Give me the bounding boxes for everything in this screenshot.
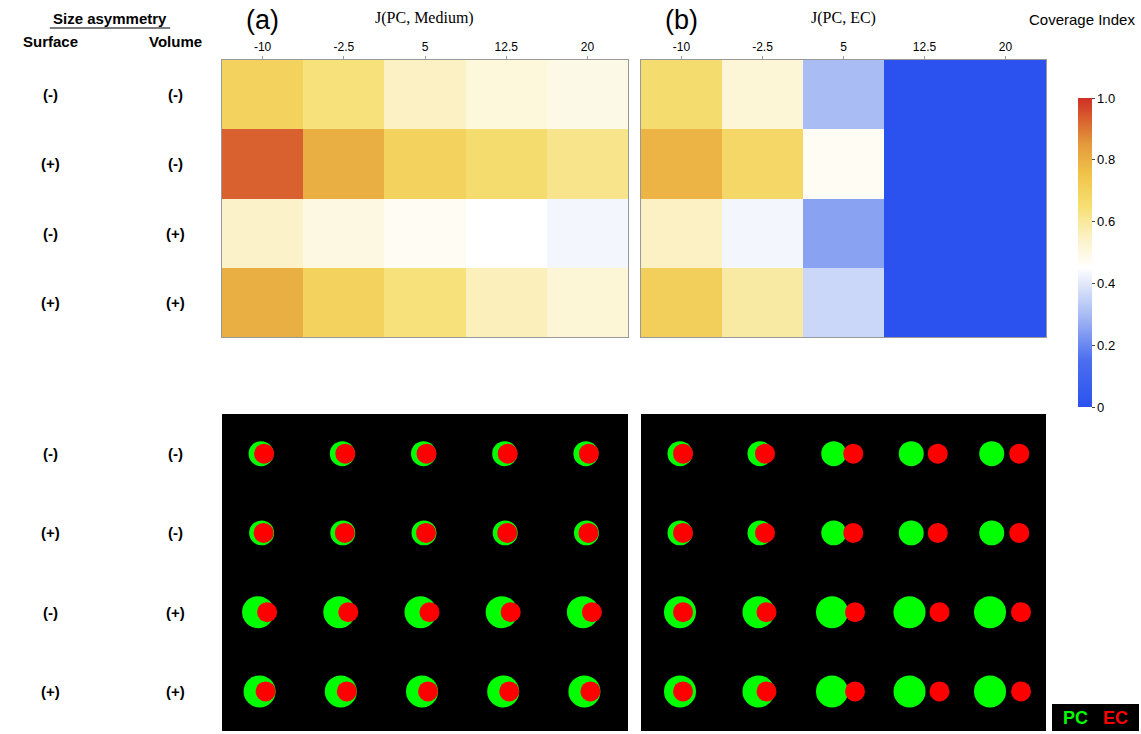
svg-text:12.5: 12.5 (913, 40, 937, 54)
svg-text:J(PC, EC): J(PC, EC) (811, 9, 876, 27)
svg-text:5: 5 (840, 40, 847, 54)
svg-text:J(PC, Medium): J(PC, Medium) (375, 9, 474, 27)
svg-text:(-): (-) (43, 86, 58, 103)
svg-text:(+): (+) (41, 155, 60, 172)
svg-text:0.8: 0.8 (1097, 152, 1115, 167)
svg-text:EC: EC (1103, 708, 1128, 728)
svg-text:Coverage Index: Coverage Index (1029, 11, 1135, 28)
svg-text:(-): (-) (43, 445, 58, 462)
svg-text:0.4: 0.4 (1097, 276, 1115, 291)
svg-text:(-): (-) (43, 604, 58, 621)
svg-text:(-): (-) (168, 155, 183, 172)
svg-text:(+): (+) (166, 225, 185, 242)
svg-text:(+): (+) (166, 604, 185, 621)
svg-text:20: 20 (581, 40, 595, 54)
svg-text:(+): (+) (166, 294, 185, 311)
svg-text:-2.5: -2.5 (752, 40, 773, 54)
svg-text:12.5: 12.5 (495, 40, 519, 54)
svg-text:(-): (-) (168, 86, 183, 103)
svg-text:(b): (b) (665, 5, 698, 35)
svg-text:Size asymmetry: Size asymmetry (53, 10, 167, 27)
svg-text:(+): (+) (166, 683, 185, 700)
svg-text:(+): (+) (41, 683, 60, 700)
svg-text:(+): (+) (41, 524, 60, 541)
svg-text:(-): (-) (168, 524, 183, 541)
svg-text:20: 20 (999, 40, 1013, 54)
svg-text:0.2: 0.2 (1097, 338, 1115, 353)
svg-text:Volume: Volume (149, 33, 202, 50)
svg-text:PC: PC (1063, 708, 1088, 728)
svg-text:0.6: 0.6 (1097, 214, 1115, 229)
svg-text:(+): (+) (41, 294, 60, 311)
svg-text:-10: -10 (254, 40, 272, 54)
svg-text:-2.5: -2.5 (333, 40, 354, 54)
svg-text:Surface: Surface (23, 33, 78, 50)
svg-text:(a): (a) (246, 5, 279, 35)
svg-text:5: 5 (422, 40, 429, 54)
svg-text:0: 0 (1097, 400, 1104, 415)
svg-text:-10: -10 (673, 40, 691, 54)
svg-text:1.0: 1.0 (1097, 91, 1115, 106)
svg-text:(-): (-) (168, 445, 183, 462)
svg-text:(-): (-) (43, 225, 58, 242)
